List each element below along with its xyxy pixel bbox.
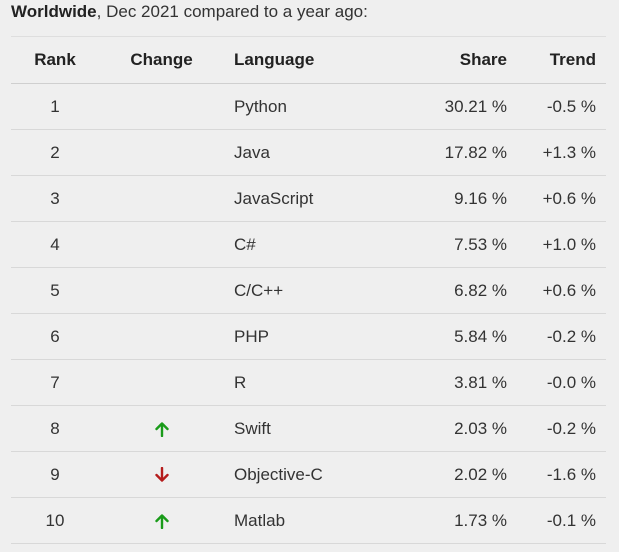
change-cell <box>99 222 224 268</box>
header-trend: Trend <box>507 36 606 84</box>
trend-cell: +1.3 % <box>542 142 596 162</box>
table-row: 3 JavaScript 9.16 % +0.6 % <box>11 175 606 222</box>
share-cell: 1.73 % <box>454 510 507 530</box>
trend-cell: +0.6 % <box>542 280 596 300</box>
trend-cell: -1.6 % <box>546 464 596 484</box>
change-cell <box>99 314 224 360</box>
table-row: 10 Matlab 1.73 % -0.1 % <box>11 497 606 544</box>
rank-cell: 1 <box>50 96 60 116</box>
trend-cell: +0.6 % <box>542 188 596 208</box>
rank-cell: 3 <box>50 188 60 208</box>
header-language: Language <box>224 36 386 84</box>
rank-cell: 10 <box>45 510 65 530</box>
table-row: 9 Objective-C 2.02 % -1.6 % <box>11 451 606 498</box>
table-row: 1 Python 30.21 % -0.5 % <box>11 84 606 130</box>
share-cell: 17.82 % <box>444 142 507 162</box>
language-cell: C/C++ <box>234 280 284 300</box>
header-rank: Rank <box>11 36 99 84</box>
change-cell <box>99 268 224 314</box>
share-cell: 2.02 % <box>454 464 507 484</box>
language-cell: R <box>234 372 247 392</box>
trend-cell: -0.2 % <box>546 418 596 438</box>
table-row: 4 C# 7.53 % +1.0 % <box>11 221 606 268</box>
trend-cell: -0.5 % <box>546 96 596 116</box>
language-cell: Java <box>234 142 270 162</box>
up-arrow-icon <box>154 514 169 530</box>
header-change: Change <box>99 36 224 84</box>
caption-region: Worldwide <box>11 2 97 21</box>
rank-cell: 4 <box>50 234 60 254</box>
language-cell: Python <box>234 96 287 116</box>
change-cell <box>99 452 224 498</box>
caption-period: , Dec 2021 compared to a year ago: <box>96 2 368 21</box>
share-cell: 6.82 % <box>454 280 507 300</box>
rank-cell: 7 <box>50 372 60 392</box>
rank-cell: 5 <box>50 280 60 300</box>
language-cell: PHP <box>234 326 269 346</box>
table-caption: Worldwide, Dec 2021 compared to a year a… <box>11 2 368 22</box>
down-arrow-icon <box>154 467 169 482</box>
table-row: 8 Swift 2.03 % -0.2 % <box>11 405 606 452</box>
trend-cell: -0.0 % <box>546 372 596 392</box>
trend-cell: -0.2 % <box>546 326 596 346</box>
table-row: 5 C/C++ 6.82 % +0.6 % <box>11 267 606 314</box>
change-cell <box>99 360 224 406</box>
language-cell: JavaScript <box>234 188 314 208</box>
share-cell: 30.21 % <box>444 96 507 116</box>
rank-cell: 8 <box>50 418 60 438</box>
rank-cell: 9 <box>50 464 60 484</box>
share-cell: 2.03 % <box>454 418 507 438</box>
trend-cell: -0.1 % <box>546 510 596 530</box>
change-cell <box>99 498 224 544</box>
language-ranking-table: Rank Change Language Share Trend 1 Python… <box>11 36 606 544</box>
language-cell: Objective-C <box>234 464 323 484</box>
share-cell: 5.84 % <box>454 326 507 346</box>
up-arrow-icon <box>154 422 169 438</box>
rank-cell: 2 <box>50 142 60 162</box>
change-cell <box>99 130 224 176</box>
table-row: 6 PHP 5.84 % -0.2 % <box>11 313 606 360</box>
table-header-row: Rank Change Language Share Trend <box>11 36 606 84</box>
change-cell <box>99 176 224 222</box>
table-row: 7 R 3.81 % -0.0 % <box>11 359 606 406</box>
table-row: 2 Java 17.82 % +1.3 % <box>11 129 606 176</box>
trend-cell: +1.0 % <box>542 234 596 254</box>
language-cell: C# <box>234 234 256 254</box>
share-cell: 3.81 % <box>454 372 507 392</box>
language-cell: Swift <box>234 418 271 438</box>
table-body: 1 Python 30.21 % -0.5 % 2 Java 17.82 % +1.3 % 3 J… <box>11 84 606 544</box>
share-cell: 9.16 % <box>454 188 507 208</box>
share-cell: 7.53 % <box>454 234 507 254</box>
language-cell: Matlab <box>234 510 286 530</box>
rank-cell: 6 <box>50 326 60 346</box>
header-share: Share <box>386 36 507 84</box>
change-cell <box>99 84 224 130</box>
change-cell <box>99 406 224 452</box>
